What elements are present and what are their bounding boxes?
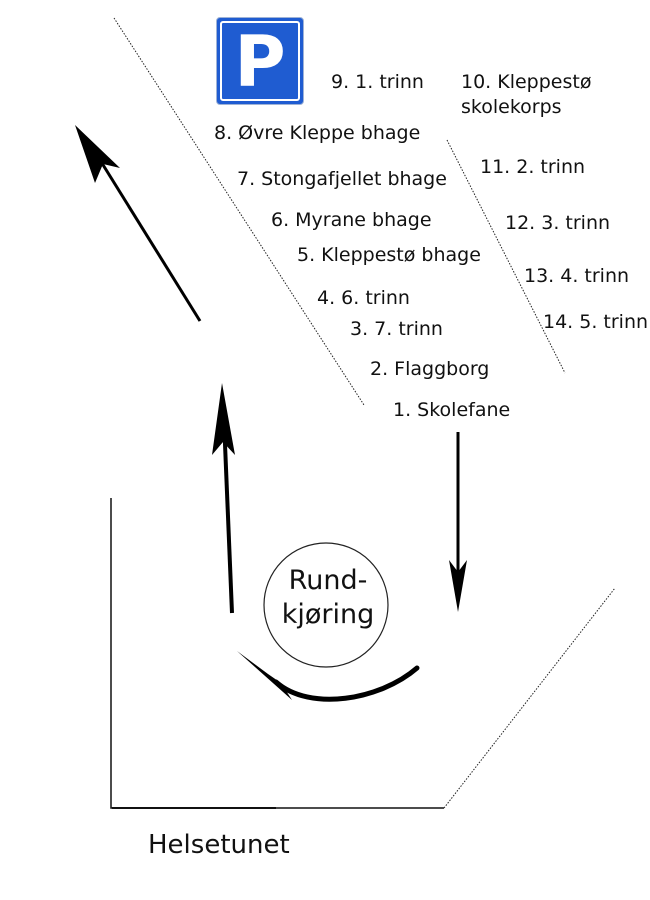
parking-sign: P xyxy=(216,17,304,105)
roundabout-curve-arrow-head xyxy=(237,651,292,700)
exit-arrow-head xyxy=(212,383,235,455)
stop-label-4: 4. 6. trinn xyxy=(317,287,410,309)
roundabout-label: Rund- kjøring xyxy=(281,565,375,630)
stop-label-8: 8. Øvre Kleppe bhage xyxy=(214,122,421,144)
stop-label-12: 12. 3. trinn xyxy=(505,212,611,234)
stop-label-5: 5. Kleppestø bhage xyxy=(297,244,481,266)
exit-arrow-shaft xyxy=(222,419,234,614)
diagonal-exit-arrow-head xyxy=(75,125,120,183)
stop-label-6: 6. Myrane bhage xyxy=(271,209,432,231)
dropoff-zone-outline xyxy=(110,498,444,809)
right-dotted-road-edge xyxy=(443,587,616,809)
stop-label-14: 14. 5. trinn xyxy=(543,311,649,333)
stop-label-2: 2. Flaggborg xyxy=(370,358,490,380)
parking-letter: P xyxy=(234,21,286,103)
stop-label-3: 3. 7. trinn xyxy=(350,318,443,340)
roundabout-curve-arrow xyxy=(273,665,420,702)
stop-label-10: 10. Kleppestø skolekorps xyxy=(461,71,592,118)
stop-label-11: 11. 2. trinn xyxy=(480,156,586,178)
stop-label-9: 9. 1. trinn xyxy=(331,71,424,93)
building-label: Helsetunet xyxy=(148,830,290,860)
stop-label-1: 1. Skolefane xyxy=(393,399,511,421)
diagonal-exit-arrow-shaft xyxy=(98,159,202,322)
parking-sign-border xyxy=(220,21,300,101)
stop-label-13: 13. 4. trinn xyxy=(524,265,630,287)
roundabout-circle xyxy=(263,542,389,668)
entry-arrow-head xyxy=(449,560,467,612)
stop-label-7: 7. Stongafjellet bhage xyxy=(237,168,447,190)
